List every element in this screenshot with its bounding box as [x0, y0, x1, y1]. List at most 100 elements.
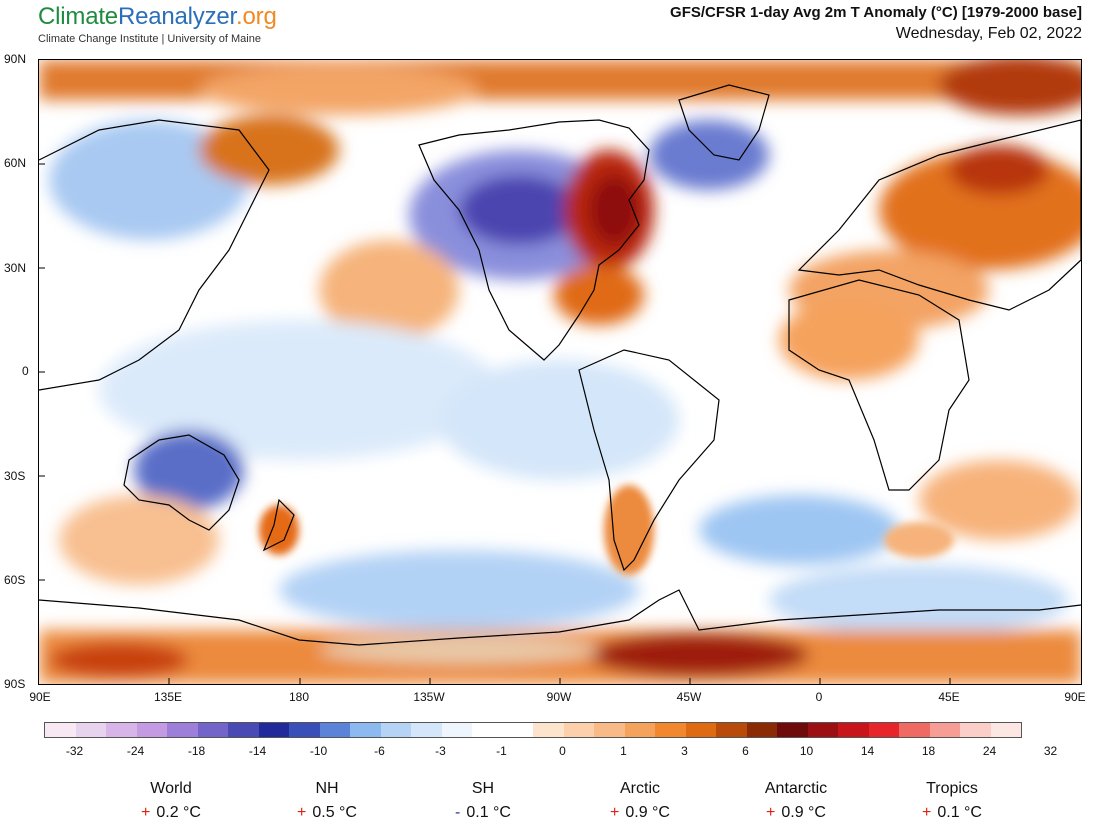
color-legend-label: -3	[435, 744, 446, 758]
color-legend-label: 10	[799, 744, 814, 758]
color-swatch	[411, 723, 442, 737]
lon-label: 90E	[1064, 690, 1086, 704]
color-swatch	[167, 723, 198, 737]
brand-title: ClimateReanalyzer.org	[38, 2, 277, 32]
brand-subtitle: Climate Change Institute | University of…	[38, 33, 261, 45]
stat-name: SH	[471, 780, 495, 797]
stat-value: -0.1 °C	[423, 804, 543, 822]
color-swatch	[136, 723, 167, 737]
anomaly-map[interactable]	[38, 59, 1082, 685]
stat-number: 0.5 °C	[312, 804, 357, 821]
stat-value: +0.9 °C	[580, 804, 700, 822]
stat-number: 0.9 °C	[781, 804, 826, 821]
color-swatch	[838, 723, 869, 737]
stat-value: +0.1 °C	[892, 804, 1012, 822]
color-legend-label: -14	[248, 744, 267, 758]
anomaly-field	[39, 60, 1081, 684]
color-swatch	[777, 723, 808, 737]
color-legend-label: -1	[496, 744, 507, 758]
stat-sign: +	[297, 804, 307, 821]
color-swatch	[624, 723, 655, 737]
color-legend-label: 32	[1043, 744, 1058, 758]
stat-arctic: Arctic +0.9 °C	[580, 780, 700, 822]
color-swatch	[197, 723, 228, 737]
lat-label: 0	[22, 364, 29, 378]
brand-part-org: .org	[236, 3, 277, 30]
stat-sign: +	[610, 804, 620, 821]
color-swatch	[319, 723, 350, 737]
color-legend-label: 24	[982, 744, 997, 758]
color-swatch	[960, 723, 991, 737]
brand-part-climate: Climate	[38, 3, 118, 30]
lon-label: 135W	[413, 690, 445, 704]
color-legend-label: -24	[126, 744, 145, 758]
color-swatch	[75, 723, 106, 737]
color-swatch	[45, 723, 76, 737]
stat-name: Arctic	[620, 780, 660, 797]
color-swatch	[685, 723, 716, 737]
color-legend-label: 18	[921, 744, 936, 758]
color-swatch	[655, 723, 686, 737]
stat-name: Tropics	[926, 780, 978, 797]
color-legend-label: 14	[860, 744, 875, 758]
color-legend-label: -32	[65, 744, 84, 758]
color-legend-label: 1	[620, 744, 627, 758]
color-swatch	[990, 723, 1021, 737]
grid-ticks	[39, 163, 951, 684]
brand-part-reanalyzer: Reanalyzer	[117, 3, 237, 30]
color-swatch	[350, 723, 381, 737]
lon-label: 0	[815, 690, 823, 704]
color-legend-label: 0	[559, 744, 566, 758]
stat-value: +0.5 °C	[267, 804, 387, 822]
color-legend-label: -10	[309, 744, 328, 758]
stat-number: 0.2 °C	[156, 804, 201, 821]
color-legend-bar	[44, 722, 1022, 738]
color-swatch	[807, 723, 838, 737]
stat-sign: +	[141, 804, 151, 821]
stat-world: World +0.2 °C	[111, 780, 231, 822]
color-swatch	[502, 723, 533, 737]
lat-label: 30N	[4, 261, 27, 275]
map-header: GFS/CFSR 1-day Avg 2m T Anomaly (°C) [19…	[670, 4, 1082, 43]
stat-sign: +	[922, 804, 932, 821]
color-swatch	[563, 723, 594, 737]
stat-name: Antarctic	[764, 780, 828, 797]
anomaly-detail	[259, 485, 954, 575]
lon-label: 45W	[676, 690, 702, 704]
color-swatch	[533, 723, 564, 737]
lon-label: 45E	[938, 690, 960, 704]
map-date: Wednesday, Feb 02, 2022	[895, 25, 1082, 42]
color-swatch	[106, 723, 137, 737]
color-swatch	[899, 723, 930, 737]
stat-nh: NH +0.5 °C	[267, 780, 387, 822]
lon-label: 180	[288, 690, 310, 704]
color-swatch	[594, 723, 625, 737]
map-title: GFS/CFSR 1-day Avg 2m T Anomaly (°C) [19…	[670, 4, 1082, 21]
color-legend-label: 6	[742, 744, 749, 758]
lon-label: 90W	[546, 690, 572, 704]
color-legend-label: 3	[681, 744, 688, 758]
brand-logo[interactable]: ClimateReanalyzer.org Climate Change Ins…	[38, 2, 277, 45]
stat-name: World	[150, 780, 192, 797]
lat-label: 60N	[4, 156, 27, 170]
color-swatch	[258, 723, 289, 737]
stat-number: 0.1 °C	[937, 804, 982, 821]
lat-label: 90N	[4, 52, 27, 66]
stat-number: 0.1 °C	[466, 804, 511, 821]
color-swatch	[868, 723, 899, 737]
stat-sign: -	[455, 804, 461, 821]
stat-number: 0.9 °C	[625, 804, 670, 821]
lat-label: 60S	[4, 573, 26, 587]
lat-label: 30S	[4, 469, 26, 483]
coastlines	[39, 84, 1081, 646]
color-swatch	[746, 723, 777, 737]
color-legend-label: -18	[187, 744, 206, 758]
color-swatch	[380, 723, 411, 737]
color-swatch	[228, 723, 259, 737]
color-swatch	[716, 723, 747, 737]
stat-sh: SH -0.1 °C	[423, 780, 543, 822]
stat-value: +0.9 °C	[736, 804, 856, 822]
stat-value: +0.2 °C	[111, 804, 231, 822]
stat-name: NH	[315, 780, 339, 797]
color-swatch	[441, 723, 472, 737]
